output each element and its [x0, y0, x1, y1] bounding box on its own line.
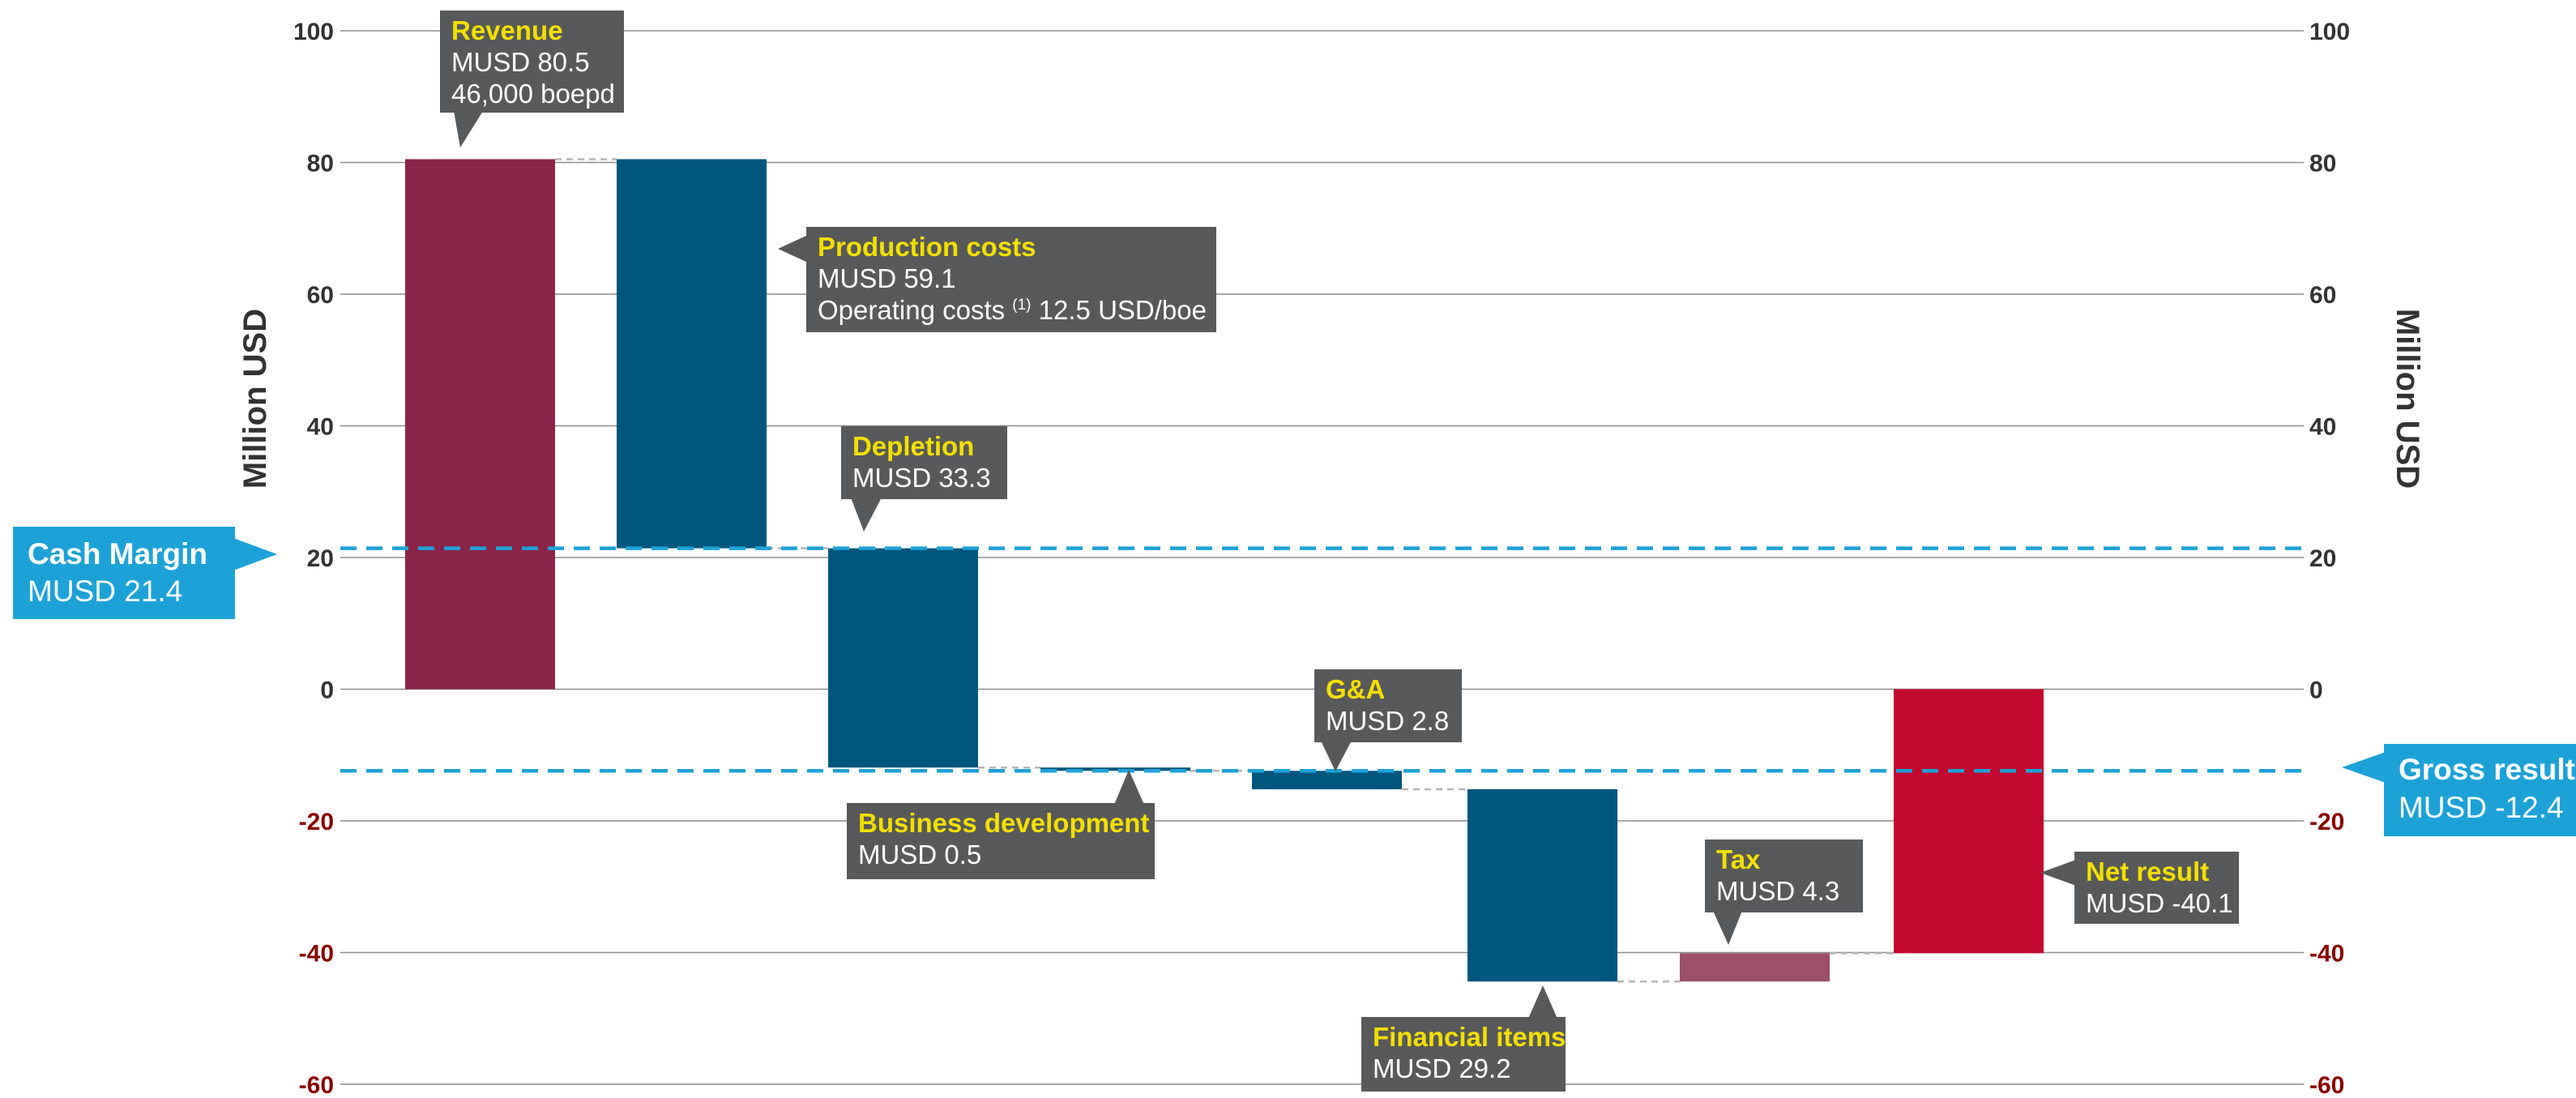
bar-revenue — [405, 159, 555, 690]
bars — [405, 159, 2044, 982]
y-tick-label-right: -60 — [2309, 1072, 2344, 1098]
bar-depletion — [828, 548, 978, 768]
annotation-pointer — [1528, 985, 1557, 1019]
annotation-pointer — [454, 111, 483, 147]
bar-production-costs — [617, 159, 767, 549]
annotation-line: MUSD -40.1 — [2086, 888, 2233, 918]
y-tick-label-left: 60 — [307, 282, 334, 309]
y-tick-label-left: -40 — [299, 941, 334, 968]
gross-result-pointer — [2342, 752, 2386, 783]
annotation-line: MUSD 33.3 — [852, 463, 991, 493]
cash-margin-pointer — [233, 538, 277, 570]
bar-tax — [1680, 953, 1830, 982]
gross-result-title: Gross result — [2399, 753, 2575, 786]
annotation-line: MUSD 2.8 — [1326, 706, 1449, 736]
y-tick-label-left: 80 — [307, 151, 334, 177]
y-tick-label-right: 0 — [2309, 677, 2323, 704]
y-tick-labels: 100 100 80 80 60 60 40 40 20 20 0 0 -20 -20 -40 -40 -60 -… — [293, 19, 2350, 1098]
annotation-box — [847, 803, 1155, 879]
reference-lines: Cash Margin MUSD 21.4 Gross result MUSD -12… — [13, 527, 2576, 836]
cash-margin-value: MUSD 21.4 — [28, 575, 182, 608]
gross-result-value: MUSD -12.4 — [2399, 791, 2564, 824]
cash-margin-label: Cash Margin MUSD 21.4 — [13, 527, 277, 619]
y-tick-label-right: 80 — [2309, 151, 2336, 177]
annotation-title: Net result — [2086, 857, 2209, 887]
annotation-pointer — [851, 498, 882, 532]
annotation-title: Tax — [1716, 844, 1761, 874]
y-tick-label-right: 100 — [2309, 19, 2350, 45]
y-tick-label-right: 40 — [2309, 414, 2336, 441]
y-tick-label-left: 0 — [320, 677, 334, 704]
annotation-line: MUSD 80.5 — [451, 47, 590, 77]
gross-result-label: Gross result MUSD -12.4 — [2342, 744, 2576, 836]
annotation-title: Production costs — [818, 232, 1036, 262]
annotation-line: MUSD 29.2 — [1373, 1053, 1511, 1083]
y-axis-title-left: Million USD — [237, 309, 273, 489]
bar-financial-items — [1467, 789, 1617, 982]
annotation-pointer — [2040, 860, 2076, 886]
y-tick-label-right: -40 — [2309, 941, 2344, 968]
annotation-pointer — [1114, 770, 1144, 805]
y-tick-label-left: 20 — [307, 545, 334, 572]
axis-titles: Million USD Million USD — [237, 309, 2425, 489]
annotation-line: MUSD 4.3 — [1716, 876, 1839, 906]
gross-result-box — [2384, 744, 2576, 836]
annotation-box — [1361, 1017, 1566, 1092]
annotation-pointer — [778, 235, 808, 263]
annotation-line: MUSD 59.1 — [818, 263, 956, 293]
annotation-title: Financial items — [1373, 1022, 1566, 1052]
y-tick-label-left: -20 — [299, 809, 334, 835]
annotation-box — [841, 426, 1007, 499]
cash-margin-title: Cash Margin — [28, 537, 207, 570]
y-tick-label-right: -20 — [2309, 809, 2344, 835]
bar-g-a — [1252, 771, 1402, 789]
cash-margin-box — [13, 527, 235, 619]
annotation-pointer — [1713, 911, 1742, 945]
y-tick-label-right: 60 — [2309, 282, 2336, 309]
y-axis-title-right: Million USD — [2390, 309, 2425, 489]
annotation-box — [1314, 669, 1462, 742]
bar-net-result — [1894, 689, 2044, 954]
y-tick-label-left: 40 — [307, 414, 334, 441]
annotation-box — [806, 227, 1216, 332]
bar-business-development — [1040, 767, 1190, 771]
annotation-box — [2074, 852, 2239, 924]
annotation-footnote-line: Operating costs (1) 12.5 USD/boe — [818, 295, 1207, 325]
annotation-title: G&A — [1326, 674, 1385, 704]
annotation-title: Depletion — [852, 431, 974, 461]
annotation-box — [440, 11, 624, 113]
annotation-title: Business development — [858, 808, 1149, 838]
y-tick-label-right: 20 — [2309, 545, 2336, 572]
annotation-line: 46,000 boepd — [451, 79, 615, 109]
annotation-box — [1705, 840, 1863, 912]
annotation-title: Revenue — [451, 15, 563, 45]
annotation-pointer — [1321, 741, 1352, 771]
y-tick-label-left: 100 — [293, 19, 334, 45]
annotation-line: MUSD 0.5 — [858, 840, 981, 869]
y-tick-label-left: -60 — [299, 1072, 334, 1098]
